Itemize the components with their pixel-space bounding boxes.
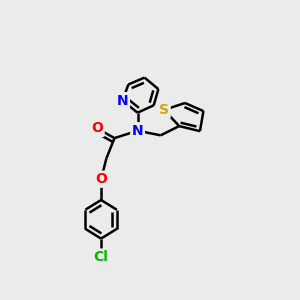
Text: Cl: Cl xyxy=(94,250,109,264)
Text: N: N xyxy=(117,94,128,108)
Text: O: O xyxy=(91,122,103,135)
Text: S: S xyxy=(159,103,169,117)
Text: N: N xyxy=(132,124,143,138)
Text: O: O xyxy=(95,172,107,186)
